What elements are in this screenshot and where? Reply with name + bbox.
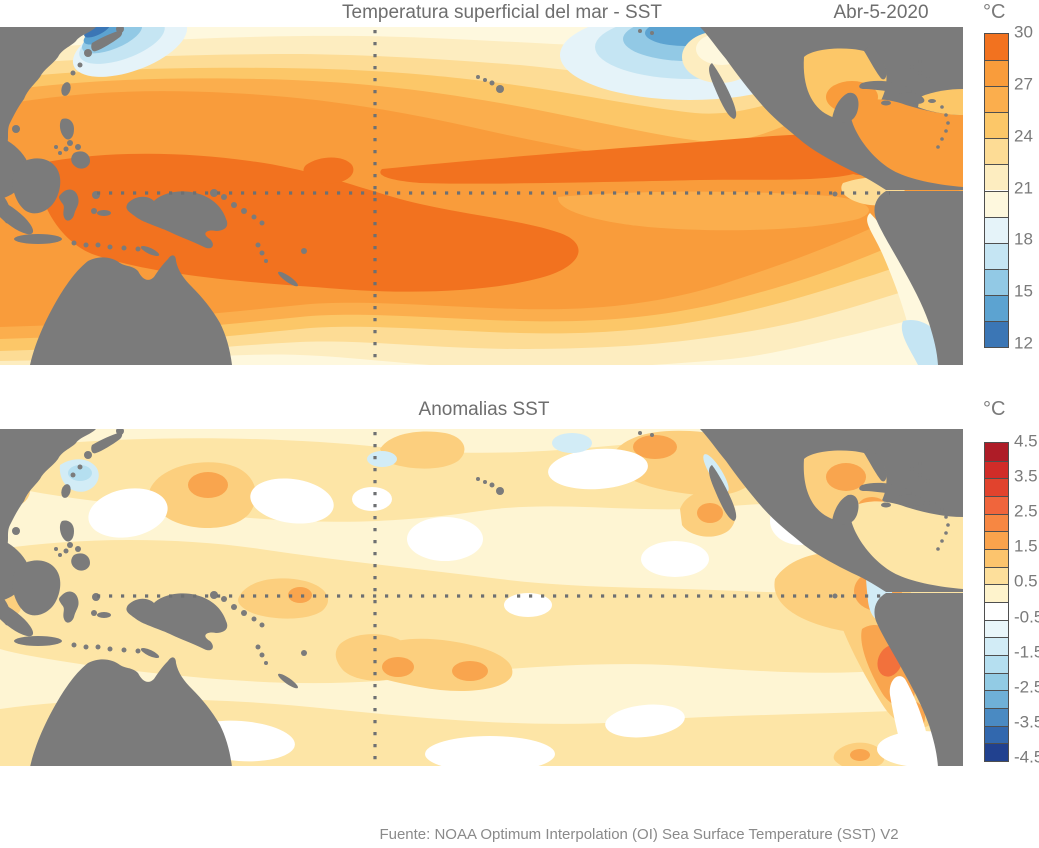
colorbar-tick	[985, 513, 990, 515]
colorbar-segment	[985, 478, 1008, 496]
source-caption: Fuente: NOAA Optimum Interpolation (OI) …	[379, 826, 899, 843]
colorbar-tick	[985, 242, 990, 244]
anomaly-colorbar	[984, 442, 1009, 762]
colorbar-tick-label: 4.5	[1014, 431, 1038, 451]
colorbar-tick-label: 1.5	[1014, 536, 1038, 556]
colorbar-segment	[985, 655, 1008, 673]
colorbar-segment	[985, 672, 1008, 691]
colorbar-tick	[985, 743, 990, 745]
anomaly-colorbar-unit: °C	[983, 398, 1006, 420]
colorbar-segment	[985, 531, 1008, 549]
sst-colorbar-unit: °C	[983, 1, 1006, 23]
colorbar-segment	[985, 190, 1008, 217]
colorbar-segment	[985, 708, 1008, 726]
colorbar-segment	[985, 112, 1008, 139]
colorbar-tick	[985, 460, 990, 462]
colorbar-tick-label: 24	[1014, 126, 1033, 146]
colorbar-tick	[985, 138, 990, 140]
colorbar-segment	[985, 602, 1008, 620]
colorbar-tick	[985, 725, 990, 727]
colorbar-tick-label: -1.5	[1014, 642, 1039, 662]
colorbar-tick	[985, 320, 990, 322]
colorbar-segment	[985, 743, 1008, 761]
colorbar-segment	[985, 460, 1008, 479]
colorbar-tick	[985, 164, 990, 166]
colorbar-tick-label: -2.5	[1014, 677, 1039, 697]
colorbar-segment	[985, 637, 1008, 655]
colorbar-tick	[985, 531, 990, 533]
colorbar-tick	[985, 637, 990, 639]
grid-dotted-lines	[97, 432, 889, 763]
colorbar-tick-label: 3.5	[1014, 466, 1038, 486]
colorbar-tick	[985, 708, 990, 709]
anomaly-map	[0, 429, 963, 766]
colorbar-segment	[985, 549, 1008, 567]
colorbar-segment	[985, 164, 1008, 191]
anomaly-title: Anomalias SST	[418, 399, 550, 420]
colorbar-segment	[985, 268, 1008, 295]
colorbar-tick	[985, 619, 990, 621]
colorbar-tick	[985, 690, 990, 692]
colorbar-tick	[985, 602, 990, 603]
colorbar-tick	[985, 294, 990, 296]
colorbar-segment	[985, 443, 1008, 461]
colorbar-tick-label: 21	[1014, 178, 1033, 198]
colorbar-segment	[985, 619, 1008, 638]
colorbar-segment	[985, 60, 1008, 87]
colorbar-segment	[985, 584, 1008, 602]
colorbar-tick	[985, 478, 990, 480]
colorbar-tick-label: 12	[1014, 333, 1033, 353]
sst-map	[0, 27, 963, 365]
colorbar-segment	[985, 242, 1008, 269]
colorbar-segment	[985, 566, 1008, 585]
colorbar-tick-label: 30	[1014, 22, 1033, 42]
colorbar-segment	[985, 320, 1008, 347]
colorbar-tick	[985, 60, 990, 62]
colorbar-tick	[985, 268, 990, 270]
colorbar-segment	[985, 690, 1008, 708]
colorbar-tick	[985, 190, 990, 192]
colorbar-tick	[985, 549, 990, 550]
colorbar-tick	[985, 672, 990, 674]
date-label: Abr-5-2020	[833, 2, 929, 23]
colorbar-tick	[985, 566, 990, 568]
colorbar-tick-label: -3.5	[1014, 712, 1039, 732]
colorbar-tick	[985, 584, 990, 586]
colorbar-segment	[985, 294, 1008, 321]
sst-temperature-bands	[0, 27, 963, 365]
colorbar-segment	[985, 138, 1008, 165]
colorbar-tick-label: 27	[1014, 74, 1033, 94]
page-title: Temperatura superficial del mar - SST	[342, 2, 662, 23]
colorbar-segment	[985, 86, 1008, 113]
colorbar-tick-label: 15	[1014, 281, 1033, 301]
colorbar-tick-label: -4.5	[1014, 747, 1039, 767]
colorbar-tick-label: 0.5	[1014, 572, 1038, 592]
colorbar-segment	[985, 513, 1008, 532]
colorbar-segment	[985, 725, 1008, 744]
colorbar-tick	[985, 86, 990, 88]
sst-colorbar	[984, 33, 1009, 348]
colorbar-segment	[985, 34, 1008, 61]
colorbar-tick	[985, 655, 990, 656]
colorbar-tick-label: 18	[1014, 229, 1033, 249]
grid-dotted-lines	[97, 30, 890, 361]
gulf-anomaly-core	[826, 463, 866, 491]
colorbar-tick-label: 2.5	[1014, 501, 1038, 521]
colorbar-tick	[985, 112, 990, 114]
atlantic-water	[918, 89, 963, 115]
colorbar-tick-label: -0.5	[1014, 607, 1039, 627]
colorbar-tick	[985, 496, 990, 497]
colorbar-tick	[985, 216, 990, 218]
colorbar-segment	[985, 496, 1008, 514]
colorbar-segment	[985, 216, 1008, 243]
